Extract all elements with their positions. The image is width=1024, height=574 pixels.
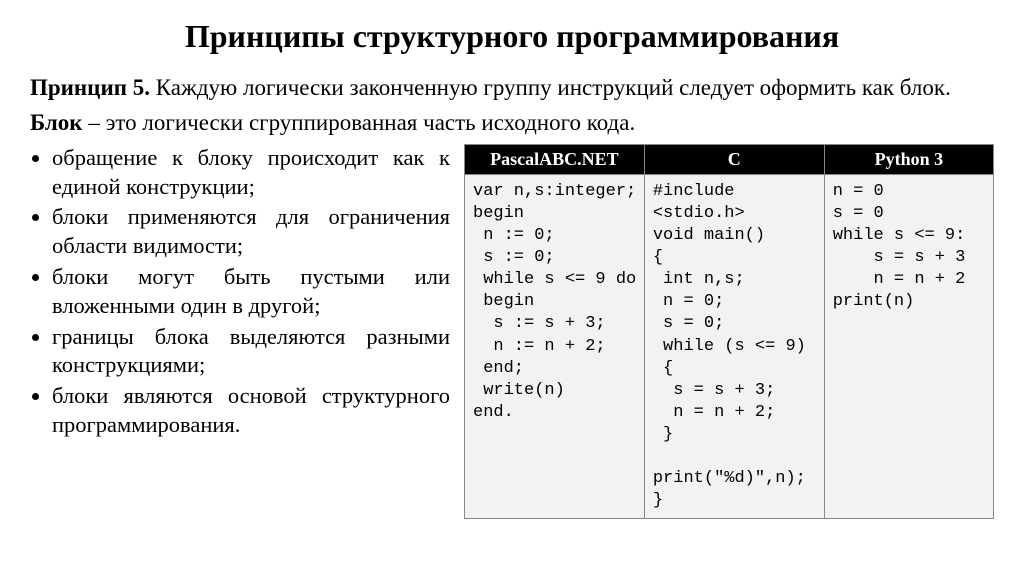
principle-paragraph: Принцип 5. Каждую логически законченную … xyxy=(30,73,994,102)
block-paragraph: Блок – это логически сгруппированная час… xyxy=(30,108,994,137)
col-header-pascal: PascalABC.NET xyxy=(465,144,645,174)
list-item: обращение к блоку происходит как к едино… xyxy=(52,144,450,202)
table-header-row: PascalABC.NET C Python 3 xyxy=(465,144,994,174)
code-table-wrapper: PascalABC.NET C Python 3 var n,s:integer… xyxy=(464,144,994,519)
col-header-python: Python 3 xyxy=(824,144,993,174)
principle-text: Каждую логически законченную группу инст… xyxy=(150,75,951,100)
code-table: PascalABC.NET C Python 3 var n,s:integer… xyxy=(464,144,994,519)
block-text: – это логически сгруппированная часть ис… xyxy=(83,110,636,135)
block-lead: Блок xyxy=(30,110,83,135)
principle-lead: Принцип 5. xyxy=(30,75,150,100)
code-cell-c: #include <stdio.h> void main() { int n,s… xyxy=(644,174,824,518)
list-item: блоки применяются для ограничения област… xyxy=(52,203,450,261)
content-row: обращение к блоку происходит как к едино… xyxy=(30,144,994,519)
list-item: границы блока выделяются разными констру… xyxy=(52,323,450,381)
code-cell-python: n = 0 s = 0 while s <= 9: s = s + 3 n = … xyxy=(824,174,993,518)
page-title: Принципы структурного программирования xyxy=(30,18,994,55)
list-item: блоки могут быть пустыми или вложенными … xyxy=(52,263,450,321)
col-header-c: C xyxy=(644,144,824,174)
bullet-list: обращение к блоку происходит как к едино… xyxy=(30,144,450,519)
table-row: var n,s:integer; begin n := 0; s := 0; w… xyxy=(465,174,994,518)
list-item: блоки являются основой структурного прог… xyxy=(52,382,450,440)
code-cell-pascal: var n,s:integer; begin n := 0; s := 0; w… xyxy=(465,174,645,518)
